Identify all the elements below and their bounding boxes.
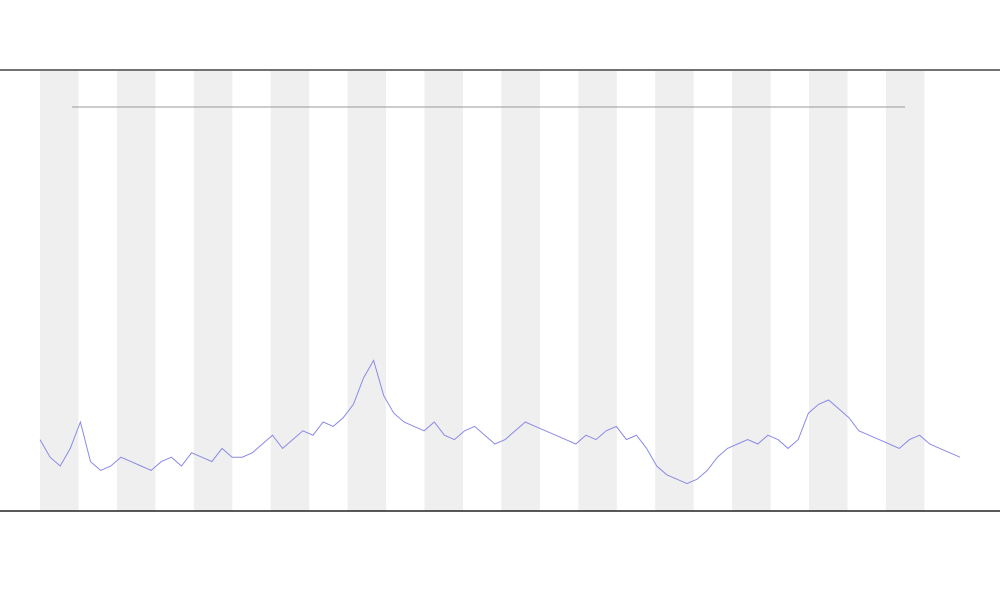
shaded-band	[732, 71, 771, 511]
shaded-band	[193, 71, 233, 511]
shaded-band	[424, 71, 463, 511]
shaded-band	[116, 71, 156, 511]
shaded-band	[40, 71, 79, 511]
series-line	[39, 359, 961, 485]
shaded-band	[578, 71, 617, 511]
shaded-band	[501, 71, 540, 511]
shaded-band	[655, 71, 694, 511]
shaded-band	[270, 71, 310, 511]
shaded-band	[809, 71, 848, 511]
shaded-band	[885, 71, 925, 511]
shaded-band	[347, 71, 387, 511]
